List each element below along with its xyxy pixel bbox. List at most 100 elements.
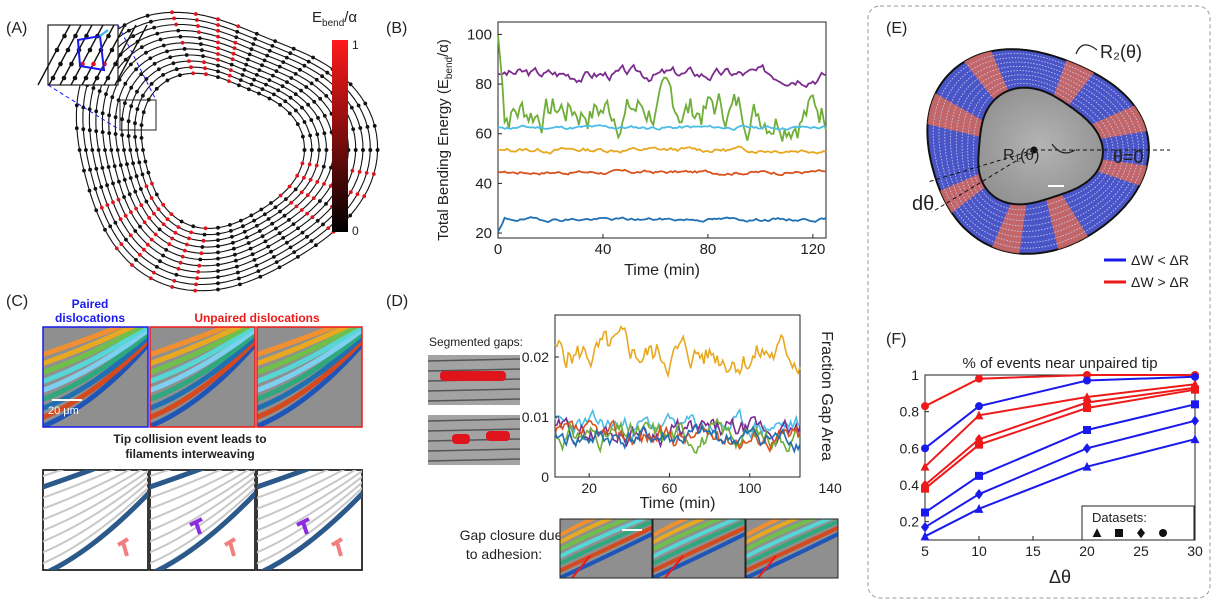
energy-node (139, 203, 144, 208)
energy-node (134, 67, 139, 72)
energy-node (152, 270, 156, 275)
energy-node (131, 161, 136, 166)
energy-node (100, 166, 105, 170)
energy-node (133, 229, 138, 233)
energy-node (350, 168, 355, 173)
energy-node (322, 113, 327, 118)
energy-node (228, 68, 233, 72)
energy-node (216, 262, 220, 267)
marker-square (921, 508, 929, 517)
energy-node (197, 263, 202, 268)
energy-node (147, 216, 152, 220)
x-tick-label: 120 (800, 241, 825, 258)
y-axis-label: Total Bending Energy (Ebend/α) (435, 39, 455, 241)
energy-node (152, 211, 156, 216)
panel-c: (C) Paired dislocations Unpaired disloca… (6, 293, 363, 571)
energy-node (361, 148, 365, 152)
energy-node (269, 201, 273, 205)
gap-closure-label: to adhesion: (466, 546, 542, 562)
filament-ring (932, 53, 1145, 249)
energy-node (93, 186, 98, 191)
energy-node (144, 50, 148, 55)
energy-node (273, 39, 277, 43)
inset-node (113, 61, 118, 67)
energy-node (120, 117, 124, 122)
y-axis-label-part: Total Bending Energy (E (435, 79, 452, 241)
energy-node (90, 148, 95, 152)
energy-node (251, 42, 256, 46)
energy-node (111, 181, 115, 186)
marker-diamond (921, 521, 929, 533)
energy-node (216, 57, 220, 62)
energy-node (256, 269, 261, 273)
energy-node (237, 276, 241, 281)
energy-node (281, 236, 286, 240)
series-line (924, 375, 1196, 450)
filament (150, 327, 255, 385)
filament (257, 327, 362, 394)
energy-node (123, 101, 127, 105)
marker-triangle (1082, 392, 1092, 401)
energy-node (134, 174, 139, 179)
filament (257, 340, 362, 427)
marker-circle (921, 444, 929, 453)
series-line (924, 383, 1196, 468)
series-line (498, 124, 827, 131)
schematic-filament (257, 470, 346, 510)
energy-node (149, 196, 154, 200)
x-tick-label: 5 (921, 543, 929, 559)
energy-node (300, 161, 305, 166)
energy-node (119, 242, 124, 247)
paired-title: dislocations (55, 311, 125, 325)
energy-node (306, 59, 311, 64)
energy-node (111, 200, 115, 205)
marker-triangle (974, 410, 984, 420)
filament (257, 327, 360, 376)
schematic-filament (257, 475, 362, 543)
energy-node (230, 57, 235, 62)
energy-node (176, 266, 181, 271)
energy-node (250, 252, 255, 257)
energy-node (96, 148, 101, 152)
collision-schematic (42, 469, 363, 571)
energy-node (264, 82, 268, 87)
energy-node (358, 126, 363, 130)
inset-node (72, 75, 78, 81)
x-tick-label: 80 (700, 241, 717, 258)
inset-node (80, 61, 85, 67)
marker-circle (1083, 371, 1091, 379)
energy-node (357, 170, 362, 174)
energy-node (216, 63, 220, 68)
schematic-filament (257, 470, 357, 521)
energy-node (272, 92, 276, 97)
y-tick-label: 1 (911, 367, 919, 383)
energy-node (348, 213, 353, 218)
gap-area-chart: 20 60 100 140 0 0.01 0.02 Time (min) Fraction Ga… (522, 314, 842, 512)
energy-node (296, 255, 300, 259)
filament (560, 519, 652, 566)
energy-node (259, 207, 264, 212)
schematic-filament (257, 486, 362, 565)
energy-node (99, 185, 104, 189)
inset-node (106, 33, 111, 39)
marker-circle (975, 374, 983, 383)
energy-node (82, 168, 86, 173)
energy-node (216, 225, 220, 230)
filament (257, 327, 340, 358)
energy-node (305, 211, 309, 216)
energy-node (237, 83, 241, 88)
x-tick-label: 20 (1079, 543, 1095, 559)
energy-node (230, 234, 234, 239)
energy-node (257, 68, 262, 72)
inset-node (50, 75, 56, 81)
energy-node (200, 48, 204, 52)
energy-node (216, 34, 220, 39)
energy-node (233, 40, 238, 45)
r1-arrow (1051, 143, 1076, 154)
marker-diamond (1137, 527, 1145, 539)
filament (653, 531, 745, 578)
energy-node (249, 82, 254, 87)
energy-node (285, 80, 289, 84)
x-tick-label: 0 (494, 241, 502, 258)
energy-node (125, 162, 129, 167)
